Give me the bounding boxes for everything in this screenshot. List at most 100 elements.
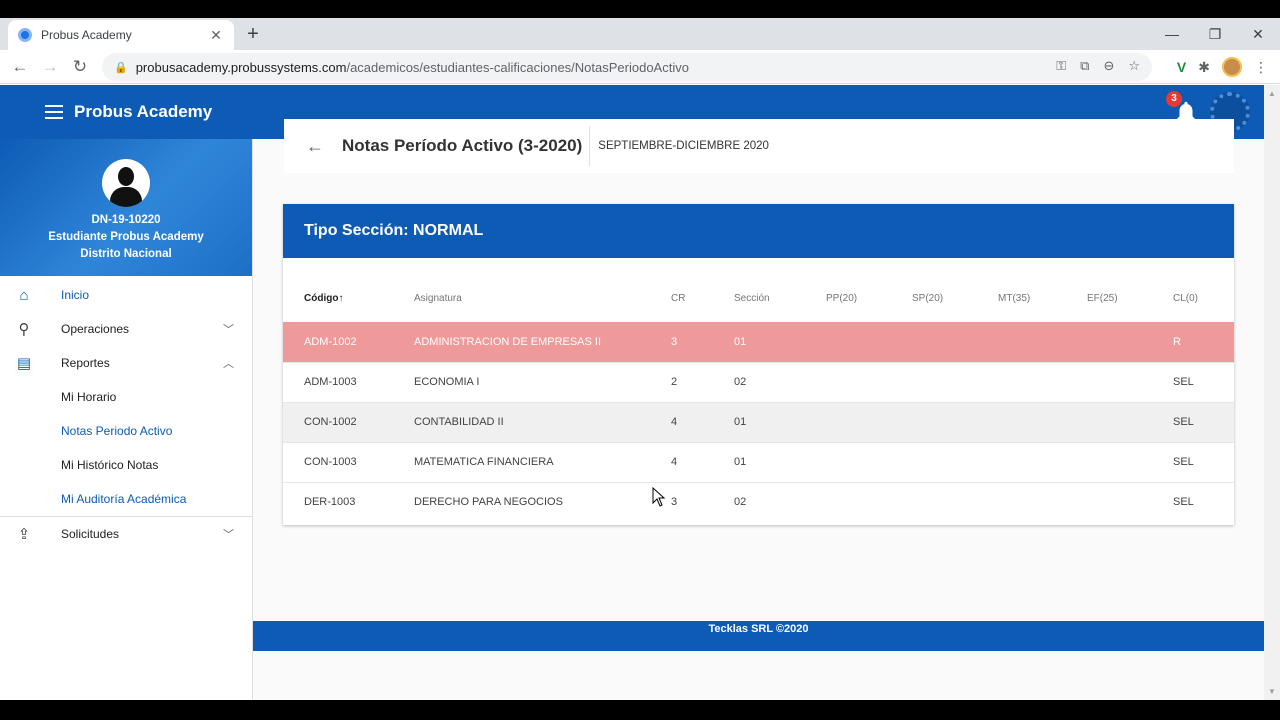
url-text: probusacademy.probussystems.com/academic…	[135, 59, 689, 75]
minimize-button[interactable]: —	[1165, 26, 1179, 42]
period-label: SEPTIEMBRE-DICIEMBRE 2020	[598, 140, 769, 152]
cell-ef	[1087, 441, 1173, 482]
list-report-icon: ▤	[16, 355, 32, 372]
column-header-cl[interactable]: CL(0)	[1173, 292, 1199, 304]
back-arrow-icon[interactable]: ←	[306, 135, 324, 156]
cell-cl: SEL	[1173, 361, 1234, 402]
tab-strip: Probus Academy ✕ + — ❐ ✕	[0, 18, 1280, 50]
column-header-asignatura[interactable]: Asignatura	[414, 292, 462, 304]
extensions-puzzle-icon[interactable]: ✱	[1198, 58, 1210, 75]
grades-table: Código↑ Asignatura CR Sección PP(20) SP(…	[283, 274, 1234, 522]
cell-seccion: 01	[734, 322, 826, 362]
translate-icon[interactable]: ⧉	[1080, 58, 1090, 73]
column-header-ef[interactable]: EF(25)	[1087, 292, 1118, 304]
scroll-down-icon[interactable]: ▼	[1268, 687, 1276, 696]
header-divider	[589, 126, 591, 166]
cell-sp	[912, 441, 998, 482]
sidebar: DN-19-10220 Estudiante Probus Academy Di…	[0, 139, 253, 700]
cell-pp	[826, 441, 912, 482]
cell-seccion: 02	[734, 361, 826, 402]
section-title: Tipo Sección: NORMAL	[283, 204, 1234, 258]
cell-codigo: CON-1002	[283, 401, 414, 442]
cell-pp	[826, 322, 912, 362]
table-row[interactable]: DER-1003 DERECHO PARA NEGOCIOS 3 02 SEL	[283, 481, 1234, 522]
page-title: Notas Período Activo (3-2020)	[342, 136, 583, 155]
column-header-cr[interactable]: CR	[671, 292, 686, 304]
menu-hamburger-icon[interactable]	[45, 105, 63, 119]
tab-title: Probus Academy	[41, 28, 132, 42]
vue-extension-icon[interactable]: V	[1176, 59, 1187, 75]
cell-asignatura: ECONOMIA I	[414, 361, 671, 402]
column-header-codigo[interactable]: Código↑	[304, 292, 344, 304]
cell-cr: 4	[671, 441, 734, 482]
cell-pp	[826, 401, 912, 442]
cell-cr: 4	[671, 401, 734, 442]
request-upload-icon: ⇪	[17, 526, 31, 543]
lock-icon: 🔒	[114, 61, 128, 74]
sidebar-subitem-mi-historico-notas[interactable]: Mi Histórico Notas	[61, 458, 159, 472]
cell-ef	[1087, 481, 1173, 522]
bookmark-star-icon[interactable]: ☆	[1128, 58, 1140, 73]
chevron-down-icon: ﹀	[223, 529, 234, 541]
notification-bell-icon[interactable]	[1173, 99, 1199, 125]
scroll-up-icon[interactable]: ▲	[1268, 89, 1276, 98]
cell-codigo: ADM-1002	[283, 322, 414, 362]
new-tab-button[interactable]: +	[247, 23, 259, 45]
close-tab-icon[interactable]: ✕	[210, 26, 222, 43]
key-icon[interactable]: ⚿	[1056, 58, 1067, 73]
notification-badge: 3	[1166, 91, 1182, 107]
address-bar[interactable]: 🔒 probusacademy.probussystems.com/academ…	[102, 53, 1152, 81]
app-footer: Tecklas SRL ©2020	[253, 621, 1264, 651]
column-header-mt[interactable]: MT(35)	[998, 292, 1031, 304]
cell-mt	[998, 401, 1087, 442]
cell-mt	[998, 441, 1087, 482]
mouse-cursor-icon	[652, 487, 666, 507]
profile-avatar-icon[interactable]	[1222, 57, 1242, 77]
cell-asignatura: DERECHO PARA NEGOCIOS	[414, 481, 671, 522]
sidebar-subitem-notas-periodo-activo[interactable]: Notas Periodo Activo	[61, 424, 173, 438]
column-header-seccion[interactable]: Sección	[734, 292, 770, 304]
cell-cl: R	[1173, 322, 1234, 362]
cell-ef	[1087, 322, 1173, 362]
sidebar-item-solicitudes[interactable]: ⇪ Solicitudes ﹀	[0, 517, 252, 551]
table-row[interactable]: CON-1003 MATEMATICA FINANCIERA 4 01 SEL	[283, 441, 1234, 482]
sidebar-subitem-mi-horario[interactable]: Mi Horario	[61, 390, 117, 404]
cell-cr: 3	[671, 481, 734, 522]
cell-sp	[912, 322, 998, 362]
cell-codigo: ADM-1003	[283, 361, 414, 402]
column-header-sp[interactable]: SP(20)	[912, 292, 944, 304]
page-scrollbar[interactable]: ▲ ▼	[1264, 85, 1280, 700]
cell-pp	[826, 361, 912, 402]
close-window-button[interactable]: ✕	[1252, 26, 1264, 42]
cell-ef	[1087, 361, 1173, 402]
sidebar-subitem-mi-auditoria-academica[interactable]: Mi Auditoría Académica	[61, 492, 187, 506]
forward-icon[interactable]: →	[41, 56, 59, 76]
cell-codigo: DER-1003	[283, 481, 414, 522]
cell-seccion: 02	[734, 481, 826, 522]
browser-tab[interactable]: Probus Academy ✕	[8, 20, 234, 50]
chrome-menu-icon[interactable]: ⋮	[1254, 58, 1268, 75]
back-icon[interactable]: ←	[11, 56, 29, 76]
cell-pp	[826, 481, 912, 522]
chevron-down-icon: ﹀	[223, 324, 234, 336]
sidebar-item-reportes[interactable]: ▤ Reportes ︿	[0, 346, 252, 380]
app-title: Probus Academy	[74, 102, 213, 121]
sidebar-item-operaciones[interactable]: ⚲ Operaciones ﹀	[0, 312, 252, 346]
cell-ef	[1087, 401, 1173, 442]
cell-cr: 2	[671, 361, 734, 402]
cell-sp	[912, 481, 998, 522]
table-row[interactable]: ADM-1003 ECONOMIA I 2 02 SEL	[283, 361, 1234, 402]
column-header-pp[interactable]: PP(20)	[826, 292, 858, 304]
table-row[interactable]: ADM-1002 ADMINISTRACION DE EMPRESAS II 3…	[283, 322, 1234, 362]
cell-seccion: 01	[734, 401, 826, 442]
table-row[interactable]: CON-1002 CONTABILIDAD II 4 01 SEL	[283, 401, 1234, 442]
table-header-row: Código↑ Asignatura CR Sección PP(20) SP(…	[283, 274, 1234, 322]
zoom-icon[interactable]: ⊖	[1103, 58, 1115, 73]
cell-cl: SEL	[1173, 481, 1234, 522]
sidebar-item-inicio[interactable]: ⌂ Inicio	[0, 278, 252, 312]
reload-icon[interactable]: ↻	[72, 56, 88, 76]
restore-button[interactable]: ❐	[1208, 26, 1222, 42]
network-icon: ⚲	[18, 321, 30, 338]
cell-asignatura: ADMINISTRACION DE EMPRESAS II	[414, 322, 671, 362]
cell-cr: 3	[671, 322, 734, 362]
